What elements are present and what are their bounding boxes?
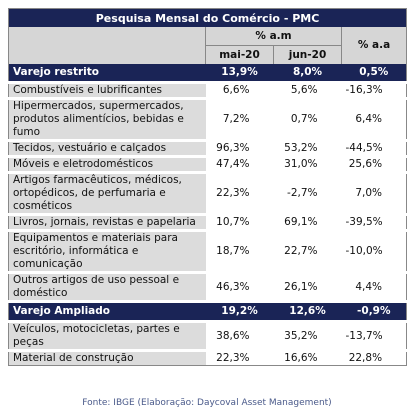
cell-value: 26,1% [273,271,342,302]
cell-value: 0,7% [273,97,342,141]
row-label: Combustíveis e lubrificantes [8,81,206,99]
cell-value: 18,7% [205,229,274,273]
row-label: Varejo restrito [8,64,206,83]
cell-value: 0,5% [341,64,407,83]
row-label: Varejo Ampliado [8,300,206,322]
cell-value: 96,3% [205,139,274,157]
cell-value: 4,4% [341,271,407,302]
row-label: Equipamentos e materiais para escritório… [8,229,206,273]
cell-value: -0,9% [341,300,407,322]
cell-value: 53,2% [273,139,342,157]
cell-value: 12,6% [273,300,342,322]
cell-value: 6,6% [205,81,274,99]
data-row: Combustíveis e lubrificantes 6,6% 5,6% -16,… [8,81,407,99]
month-header: jun-20 [273,45,342,64]
cell-value: 22,7% [273,229,342,273]
cell-value: 47,4% [205,155,274,173]
data-row: Artigos farmacêuticos, médicos, ortopédi… [8,171,407,215]
cell-value: 22,3% [205,171,274,215]
month-header: mai-20 [205,45,274,64]
cell-value: -2,7% [273,171,342,215]
highlight-row: Varejo Ampliado 19,2% 12,6% -0,9% [8,300,407,322]
row-label: Outros artigos de uso pessoal e doméstic… [8,271,206,302]
table-body: Pesquisa Mensal do Comércio - PMC % a.m … [8,8,408,366]
row-label: Tecidos, vestuário e calçados [8,139,206,157]
cell-value: 13,9% [205,64,274,83]
cell-value: -39,5% [341,213,407,231]
row-label: Artigos farmacêuticos, médicos, ortopédi… [8,171,206,215]
cell-value: 8,0% [273,64,342,83]
cell-value: -10,0% [341,229,407,273]
annual-header: % a.a [341,27,408,64]
cell-value: -16,3% [341,81,407,99]
group-header: % a.m [205,27,342,46]
data-row: Tecidos, vestuário e calçados 96,3% 53,2% -… [8,139,407,157]
cell-value: 69,1% [273,213,342,231]
cell-value: 38,6% [205,320,274,351]
cell-value: 25,6% [341,155,407,173]
cell-value: 7,0% [341,171,407,215]
cell-value: 35,2% [273,320,342,351]
cell-value: 22,8% [341,349,407,366]
row-label: Hipermercados, supermercados, produtos a… [8,97,206,141]
data-row: Material de construção 22,3% 16,6% 22,8% [8,349,407,366]
data-row: Outros artigos de uso pessoal e doméstic… [8,271,407,302]
cell-value: 22,3% [205,349,274,366]
cell-value: 5,6% [273,81,342,99]
row-label: Móveis e eletrodomésticos [8,155,206,173]
cell-value: 16,6% [273,349,342,366]
row-label: Material de construção [8,349,206,366]
pmc-table: Pesquisa Mensal do Comércio - PMC % a.m … [8,8,408,366]
cell-value: -13,7% [341,320,407,351]
cell-value: 7,2% [205,97,274,141]
cell-value: 19,2% [205,300,274,322]
source-note: Fonte: IBGE (Elaboração: Daycoval Asset … [82,398,332,408]
cell-value: 46,3% [205,271,274,302]
highlight-row: Varejo restrito 13,9% 8,0% 0,5% [8,64,407,83]
row-label: Livros, jornais, revistas e papelaria [8,213,206,231]
data-row: Hipermercados, supermercados, produtos a… [8,97,407,141]
header-blank [8,27,206,64]
table-title: Pesquisa Mensal do Comércio - PMC [8,8,407,27]
cell-value: 10,7% [205,213,274,231]
data-row: Livros, jornais, revistas e papelaria 10,… [8,213,407,231]
data-row: Móveis e eletrodomésticos 47,4% 31,0% 25,6% [8,155,407,173]
data-row: Equipamentos e materiais para escritório… [8,229,407,273]
cell-value: 6,4% [341,97,407,141]
cell-value: -44,5% [341,139,407,157]
table-wrap: Pesquisa Mensal do Comércio - PMC % a.m … [8,8,408,366]
cell-value: 31,0% [273,155,342,173]
data-row: Veículos, motocicletas, partes e peças 38… [8,320,407,351]
row-label: Veículos, motocicletas, partes e peças [8,320,206,351]
